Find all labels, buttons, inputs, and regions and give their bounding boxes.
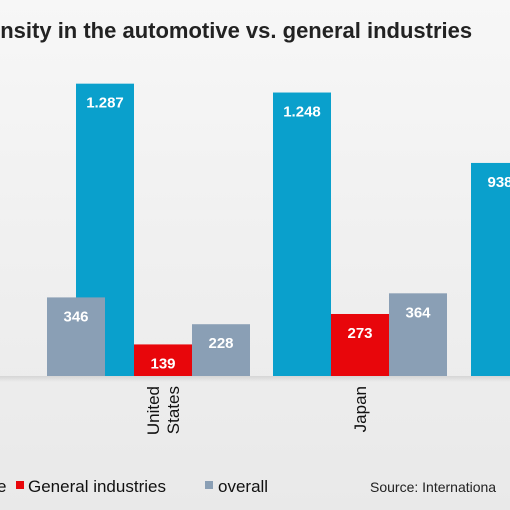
bar-value-label: 228	[208, 335, 233, 352]
category-label-line: United	[144, 386, 163, 435]
category-label-line: Japan	[351, 386, 370, 432]
bar-value-label: 938	[487, 174, 510, 191]
bar-automotive-2	[273, 92, 331, 377]
bars-group: 1.287 1.248 938 139 273 346 228 364	[0, 83, 510, 382]
bar-overall-0	[47, 297, 105, 376]
bar-overall-1	[192, 324, 250, 376]
chart-title: ensity in the automotive vs. general ind…	[0, 18, 472, 43]
legend-label: General industries	[28, 477, 166, 496]
bar-value-label: 139	[150, 355, 175, 372]
legend: e General industries overall	[0, 477, 268, 496]
legend-swatch	[205, 481, 213, 489]
bar-value-label: 273	[347, 325, 372, 342]
bar-value-label: 1.248	[283, 104, 321, 121]
bar-value-label: 346	[63, 308, 88, 325]
category-label: Japan	[351, 386, 370, 432]
bar-general-industries-2	[331, 313, 389, 376]
legend-label: overall	[218, 477, 268, 496]
bar-overall-2	[389, 293, 447, 376]
category-label-line: States	[164, 386, 183, 434]
bar-value-label: 1.287	[86, 95, 124, 112]
legend-label: e	[0, 477, 6, 496]
bar-general-industries-1	[134, 344, 192, 376]
source-note: Source: Internationa	[370, 479, 496, 495]
bar-automotive-3	[471, 162, 510, 376]
category-label: United States	[144, 386, 183, 435]
bar-value-label: 364	[405, 304, 431, 321]
legend-swatch	[16, 481, 24, 489]
category-labels: United States Japan	[144, 386, 370, 435]
floor-shadow	[0, 376, 510, 382]
